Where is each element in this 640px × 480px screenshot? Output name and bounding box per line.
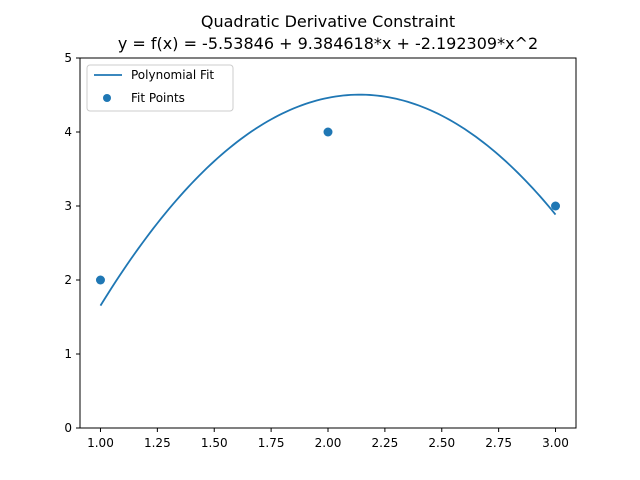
- legend-point-swatch: [103, 94, 111, 102]
- x-axis-ticks: 1.00 1.25 1.50 1.75 2.00 2.25 2.50 2.75 3.00: [87, 428, 569, 450]
- chart-title: Quadratic Derivative Constraint: [201, 12, 455, 31]
- x-tick-label: 2.00: [315, 436, 342, 450]
- legend-label-fit-points: Fit Points: [131, 91, 185, 105]
- polynomial-fit-line: [99, 93, 557, 307]
- x-tick-label: 1.00: [87, 436, 114, 450]
- x-tick-label: 3.00: [542, 436, 569, 450]
- fit-point: [323, 127, 333, 137]
- x-tick-label: 1.75: [258, 436, 285, 450]
- x-tick-label: 1.50: [201, 436, 228, 450]
- y-tick-label: 5: [64, 51, 72, 65]
- legend-box: [86, 64, 234, 112]
- y-axis-ticks: 0 1 2 3 4 5: [64, 51, 80, 435]
- x-tick-label: 2.25: [372, 436, 399, 450]
- x-tick-label: 1.25: [144, 436, 171, 450]
- fit-point: [551, 201, 561, 211]
- x-tick-label: 2.50: [428, 436, 455, 450]
- y-tick-label: 2: [64, 273, 72, 287]
- y-tick-label: 1: [64, 347, 72, 361]
- legend-label-polynomial-fit: Polynomial Fit: [131, 68, 214, 82]
- y-tick-label: 0: [64, 421, 72, 435]
- y-tick-label: 4: [64, 125, 72, 139]
- y-tick-label: 3: [64, 199, 72, 213]
- chart-subtitle: y = f(x) = -5.53846 + 9.384618*x + -2.19…: [118, 34, 538, 53]
- legend: Polynomial Fit Fit Points: [86, 64, 234, 112]
- fit-points-group: [95, 127, 561, 285]
- fit-point: [95, 275, 105, 285]
- plot-area-frame: [79, 57, 577, 429]
- x-tick-label: 2.75: [485, 436, 512, 450]
